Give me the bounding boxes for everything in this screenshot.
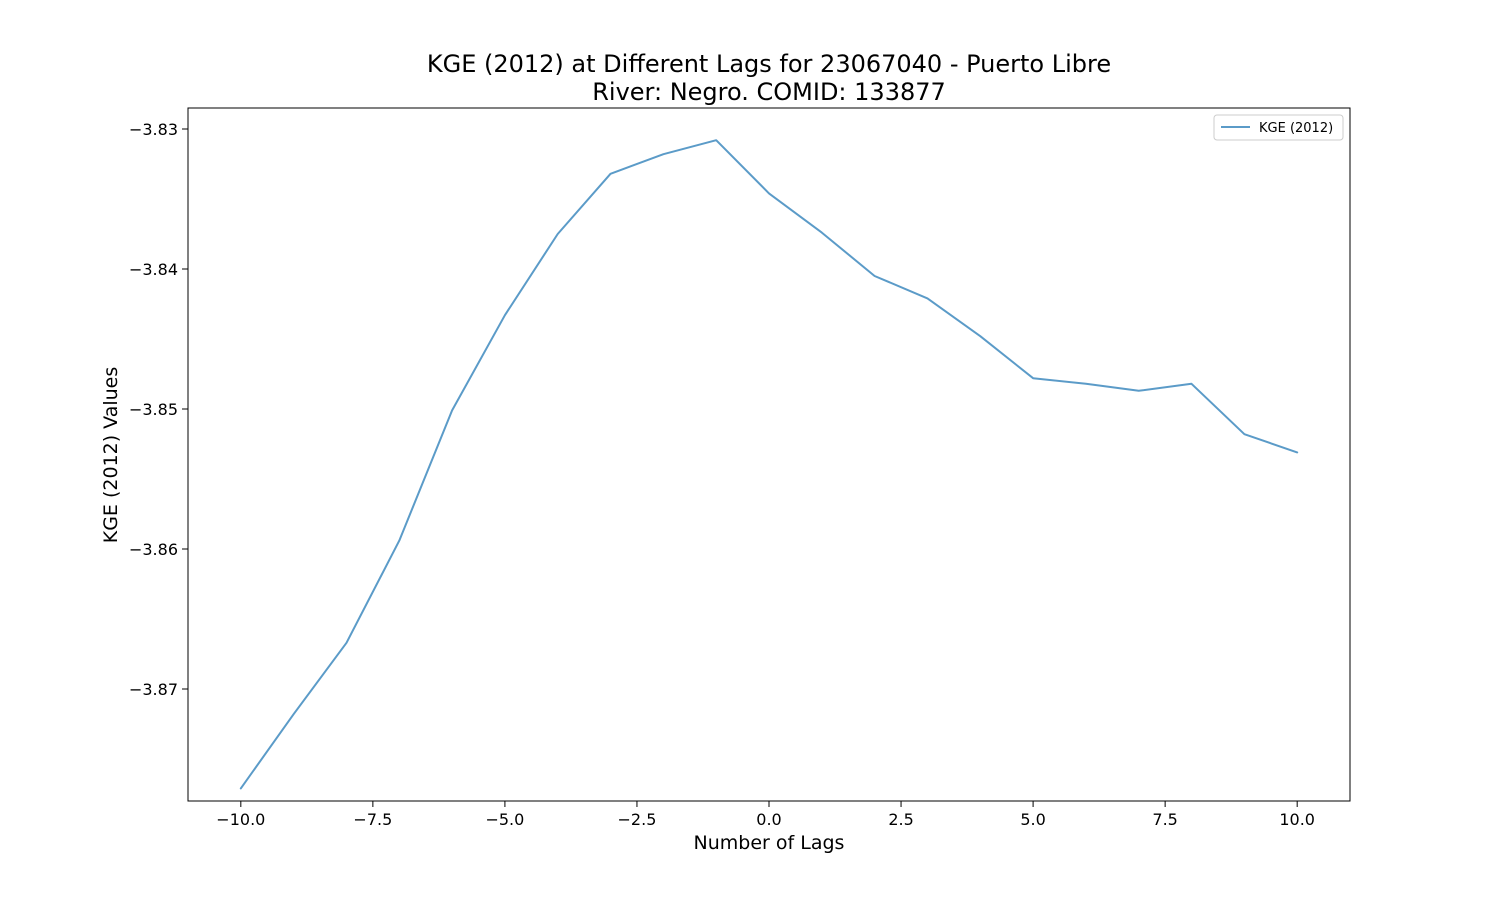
y-tick-label: −3.84 [129,260,178,279]
x-tick-label: −2.5 [618,810,657,829]
x-axis-ticks: −10.0 −7.5 −5.0 −2.5 0.0 2.5 5.0 7.5 10.0 [216,801,1315,829]
y-axis-ticks: −3.87 −3.86 −3.85 −3.84 −3.83 [129,120,188,699]
legend-box [1213,114,1344,141]
chart-title-line2: River: Negro. COMID: 133877 [592,78,946,106]
series-group [239,139,1299,790]
x-tick-label: 5.0 [1020,810,1045,829]
y-tick-label: −3.86 [129,540,178,559]
legend: KGE (2012) [1213,114,1344,141]
plot-area-frame [187,107,1351,802]
series-line-kge-2012 [239,139,1299,790]
legend-label: KGE (2012) [1259,121,1333,136]
y-tick-label: −3.87 [129,680,178,699]
y-tick-label: −3.85 [129,400,178,419]
y-tick-label: −3.83 [129,120,178,139]
x-axis-label: Number of Lags [694,832,845,854]
x-tick-label: 0.0 [756,810,781,829]
x-tick-label: −10.0 [216,810,265,829]
x-tick-label: −7.5 [353,810,392,829]
chart-title-line1: KGE (2012) at Different Lags for 2306704… [427,50,1111,78]
y-axis-label: KGE (2012) Values [100,367,122,544]
x-tick-label: 10.0 [1279,810,1315,829]
x-tick-label: 7.5 [1152,810,1177,829]
x-tick-label: 2.5 [888,810,913,829]
x-tick-label: −5.0 [485,810,524,829]
